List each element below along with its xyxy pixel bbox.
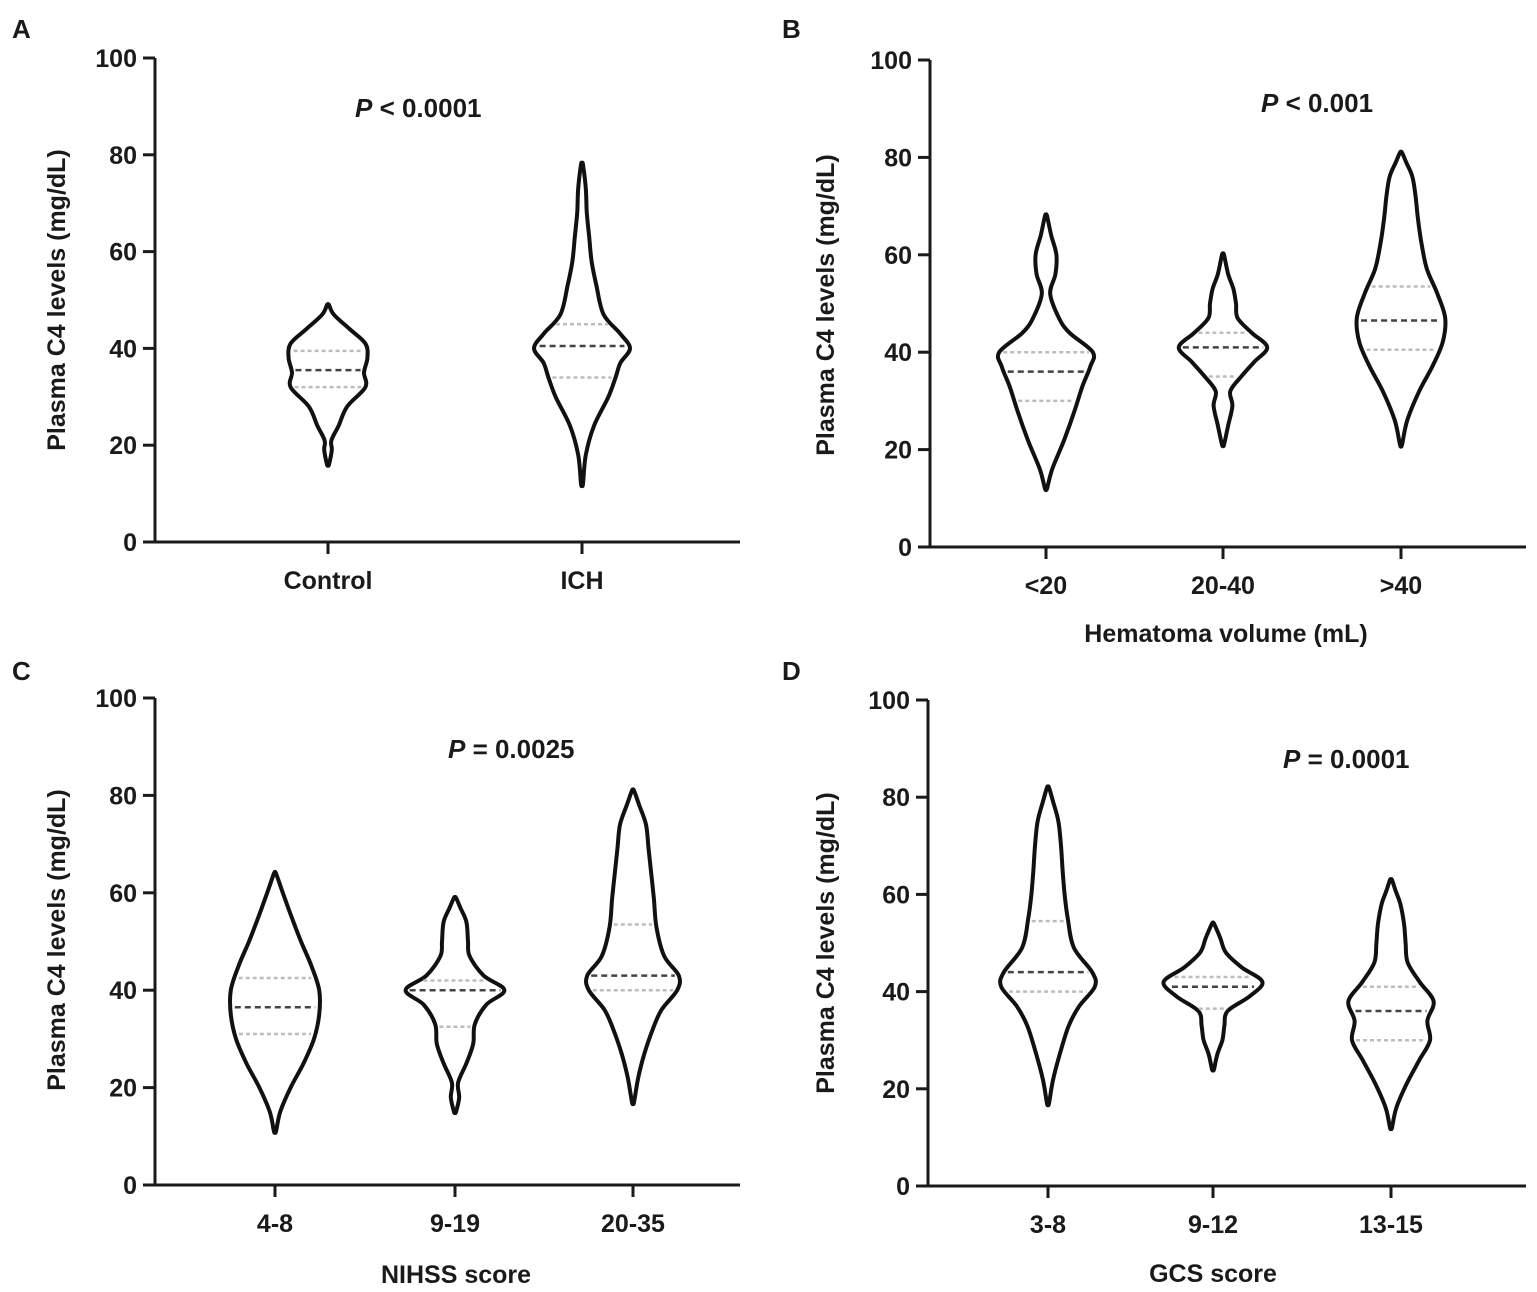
x-tick-label: 4-8 <box>257 1210 293 1238</box>
x-tick-label: 9-12 <box>1188 1211 1238 1239</box>
x-tick-label: 3-8 <box>1030 1211 1066 1239</box>
y-tick-label: 60 <box>109 880 137 908</box>
x-axis-label-b: Hematoma volume (mL) <box>1084 620 1367 648</box>
y-tick-label: 100 <box>868 687 910 715</box>
panel-a: A Plasma C4 levels (mg/dL) P < 0.0001 0 2… <box>0 0 768 640</box>
y-axis-label-b: Plasma C4 levels (mg/dL) <box>812 154 840 456</box>
y-tick-label: 80 <box>882 784 910 812</box>
y-tick-label: 0 <box>123 1172 137 1200</box>
y-tick-label: 40 <box>884 339 912 367</box>
violin-c-3 <box>584 787 682 1107</box>
panel-letter-c: C <box>12 656 31 686</box>
chart-a: A Plasma C4 levels (mg/dL) P < 0.0001 0 2… <box>12 14 740 595</box>
panel-letter-a: A <box>12 14 31 44</box>
violin-d-2 <box>1161 920 1265 1073</box>
panel-b: B Plasma C4 levels (mg/dL) P < 0.001 Hem… <box>768 0 1537 648</box>
p-value-b: P < 0.001 <box>1261 88 1373 118</box>
x-axis-label-d: GCS score <box>1149 1260 1277 1288</box>
y-tick-label: 60 <box>882 881 910 909</box>
panel-letter-d: D <box>782 656 801 686</box>
y-tick-label: 20 <box>109 432 137 460</box>
y-tick-label: 80 <box>109 782 137 810</box>
violin-c-2 <box>403 894 507 1115</box>
y-tick-label: 40 <box>882 979 910 1007</box>
y-tick-label: 0 <box>123 529 137 557</box>
x-tick-label: 20-40 <box>1191 572 1255 600</box>
chart-c: C Plasma C4 levels (mg/dL) P = 0.0025 NI… <box>12 656 740 1289</box>
y-axis-label-c: Plasma C4 levels (mg/dL) <box>43 789 71 1091</box>
violin-b-3 <box>1354 149 1448 449</box>
violin-b-2 <box>1176 251 1270 449</box>
panel-c: C Plasma C4 levels (mg/dL) P = 0.0025 NI… <box>0 640 768 1292</box>
y-tick-label: 60 <box>109 239 137 267</box>
panel-d: D Plasma C4 levels (mg/dL) P = 0.0001 GC… <box>768 640 1537 1292</box>
y-tick-label: 20 <box>109 1075 137 1103</box>
y-tick-label: 100 <box>95 685 137 713</box>
y-tick-label: 20 <box>882 1076 910 1104</box>
y-tick-label: 40 <box>109 977 137 1005</box>
violin-d-1 <box>998 784 1098 1108</box>
x-tick-label: Control <box>284 567 373 595</box>
violin-c-1 <box>227 869 323 1135</box>
violin-a-2 <box>532 160 632 489</box>
y-tick-label: 100 <box>95 45 137 73</box>
p-value-d: P = 0.0001 <box>1283 744 1410 774</box>
violin-a-1 <box>286 302 370 468</box>
y-tick-label: 40 <box>109 335 137 363</box>
y-axis-label-d: Plasma C4 levels (mg/dL) <box>812 792 840 1094</box>
x-tick-label: >40 <box>1380 572 1422 600</box>
chart-d: D Plasma C4 levels (mg/dL) P = 0.0001 GC… <box>782 656 1526 1288</box>
p-value-a: P < 0.0001 <box>355 93 482 123</box>
x-axis-label-c: NIHSS score <box>381 1261 531 1289</box>
chart-b: B Plasma C4 levels (mg/dL) P < 0.001 Hem… <box>782 14 1526 648</box>
panel-letter-b: B <box>782 14 801 44</box>
x-tick-label: <20 <box>1025 572 1067 600</box>
x-tick-label: 9-19 <box>430 1210 480 1238</box>
y-axis-label-a: Plasma C4 levels (mg/dL) <box>43 149 71 451</box>
y-tick-label: 0 <box>896 1173 910 1201</box>
x-tick-label: 20-35 <box>601 1210 665 1238</box>
y-tick-label: 60 <box>884 242 912 270</box>
p-value-c: P = 0.0025 <box>448 734 575 764</box>
y-tick-label: 0 <box>898 534 912 562</box>
x-tick-label: 13-15 <box>1359 1211 1423 1239</box>
y-tick-label: 80 <box>884 144 912 172</box>
y-tick-label: 100 <box>870 47 912 75</box>
y-tick-label: 80 <box>109 142 137 170</box>
x-tick-label: ICH <box>560 567 603 595</box>
y-tick-label: 20 <box>884 437 912 465</box>
violin-d-3 <box>1346 877 1436 1132</box>
